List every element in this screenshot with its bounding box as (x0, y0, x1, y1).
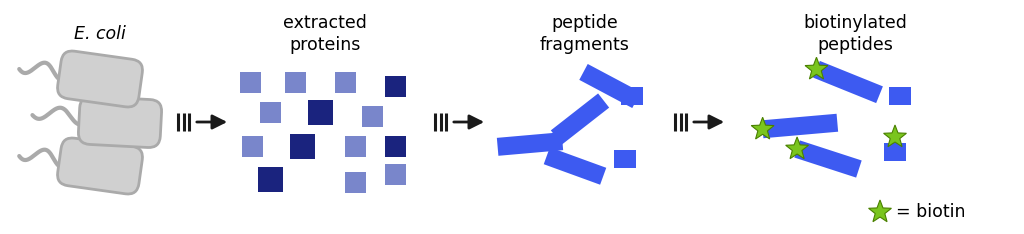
Bar (384, 135, 406, 157)
Bar (335, 72, 355, 92)
Polygon shape (884, 125, 906, 147)
Bar (307, 99, 333, 124)
Bar (290, 134, 314, 158)
Bar (580, 64, 641, 108)
Bar (242, 135, 262, 157)
Polygon shape (805, 57, 827, 79)
Bar (344, 135, 366, 157)
Bar (884, 143, 906, 161)
Bar (361, 106, 383, 127)
Text: biotinylated
peptides: biotinylated peptides (803, 14, 907, 54)
Bar (889, 87, 911, 105)
Bar (240, 72, 260, 92)
Text: extracted
proteins: extracted proteins (283, 14, 367, 54)
FancyBboxPatch shape (57, 138, 142, 194)
Bar (762, 114, 838, 138)
Polygon shape (752, 117, 774, 139)
Text: E. coli: E. coli (74, 25, 126, 43)
FancyBboxPatch shape (57, 51, 142, 107)
Bar (497, 132, 563, 156)
Text: = biotin: = biotin (896, 203, 966, 221)
Bar (544, 147, 606, 185)
FancyBboxPatch shape (79, 96, 162, 147)
Bar (551, 93, 609, 145)
Polygon shape (868, 200, 892, 222)
Bar (384, 164, 406, 184)
Bar (614, 150, 636, 168)
Bar (384, 76, 406, 96)
Bar (259, 102, 281, 123)
Text: peptide
fragments: peptide fragments (540, 14, 630, 54)
Bar (344, 172, 366, 193)
Polygon shape (785, 137, 809, 159)
Bar (621, 87, 643, 105)
Bar (795, 140, 861, 178)
Bar (285, 72, 305, 92)
Bar (257, 167, 283, 191)
Bar (813, 61, 883, 103)
